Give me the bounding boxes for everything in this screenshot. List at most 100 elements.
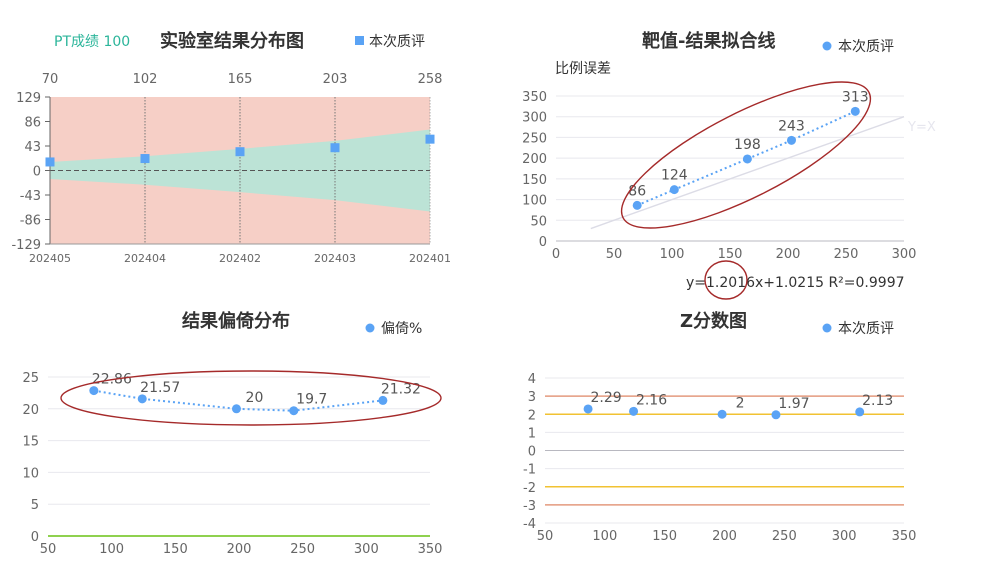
x-tick-label: 250 bbox=[772, 529, 797, 544]
target-value-label: 258 bbox=[418, 72, 443, 87]
data-label: 1.97 bbox=[778, 396, 809, 412]
data-point bbox=[669, 185, 679, 195]
x-tick-label: 50 bbox=[537, 529, 554, 544]
x-tick-label: 150 bbox=[652, 529, 677, 544]
x-tick-label: 250 bbox=[834, 247, 859, 262]
y-tick-label: 0 bbox=[528, 445, 536, 460]
data-label: 198 bbox=[734, 137, 761, 153]
x-tick-label: 150 bbox=[163, 542, 188, 557]
y-tick-label: 100 bbox=[522, 194, 547, 209]
period-label: 202405 bbox=[29, 252, 71, 265]
data-point bbox=[742, 154, 752, 164]
y-tick-label: -43 bbox=[20, 189, 41, 204]
y-tick-label: 300 bbox=[522, 111, 547, 126]
y-tick-label: 4 bbox=[528, 372, 536, 387]
y-tick-label: -2 bbox=[523, 481, 536, 496]
y-equals-x-line bbox=[590, 116, 905, 230]
data-label: 2 bbox=[736, 395, 745, 411]
y-tick-label: 15 bbox=[22, 435, 39, 450]
y-tick-label: 250 bbox=[522, 131, 547, 146]
data-label: 21.32 bbox=[381, 381, 421, 397]
period-label: 202404 bbox=[124, 252, 166, 265]
fit-equation: y=1.2016x+1.0215 R²=0.9997 bbox=[686, 275, 905, 291]
x-tick-label: 200 bbox=[712, 529, 737, 544]
chart2-legend-marker bbox=[822, 41, 832, 51]
y-tick-label: -129 bbox=[11, 238, 41, 253]
chart2-y-axis-label: 比例误差 bbox=[555, 61, 611, 77]
lab-result-point bbox=[235, 147, 245, 157]
period-label: 202401 bbox=[409, 252, 451, 265]
chart2-legend-label: 本次质评 bbox=[838, 39, 894, 55]
data-point bbox=[231, 404, 241, 414]
x-tick-label: 100 bbox=[660, 247, 685, 262]
y-tick-label: 25 bbox=[22, 371, 39, 386]
period-label: 202403 bbox=[314, 252, 356, 265]
x-tick-label: 300 bbox=[892, 247, 917, 262]
y-tick-label: 150 bbox=[522, 173, 547, 188]
y-tick-label: 86 bbox=[24, 116, 41, 131]
y-tick-label: 3 bbox=[528, 390, 536, 405]
data-label: 2.29 bbox=[590, 390, 621, 406]
y-tick-label: 5 bbox=[31, 498, 39, 513]
y-tick-label: -1 bbox=[523, 463, 536, 478]
y-tick-label: 350 bbox=[522, 90, 547, 105]
lab-result-point bbox=[45, 157, 55, 167]
x-tick-label: 200 bbox=[776, 247, 801, 262]
data-point bbox=[289, 406, 299, 416]
target-value-label: 165 bbox=[228, 72, 253, 87]
data-point bbox=[771, 410, 781, 420]
data-label: 124 bbox=[661, 168, 688, 184]
pt-score-label: PT成绩 100 bbox=[54, 34, 130, 50]
y-tick-label: 2 bbox=[528, 408, 536, 423]
target-value-label: 102 bbox=[133, 72, 158, 87]
lab-result-point bbox=[140, 154, 150, 164]
data-label: 313 bbox=[842, 89, 869, 105]
chart3-highlight-ellipse bbox=[60, 370, 442, 426]
chart1-legend-label: 本次质评 bbox=[369, 34, 425, 50]
target-value-label: 70 bbox=[42, 72, 59, 87]
y-tick-label: 50 bbox=[530, 214, 547, 229]
fit-line bbox=[636, 110, 856, 207]
x-tick-label: 250 bbox=[290, 542, 315, 557]
data-label: 21.57 bbox=[140, 380, 180, 396]
chart1-title: 实验室结果分布图 bbox=[160, 30, 304, 52]
lab-distribution-chart: PT成绩 100 实验室结果分布图 本次质评 129 86 43 0 -43 -86 -12… bbox=[11, 30, 451, 265]
y-tick-label: -86 bbox=[20, 214, 41, 229]
data-point bbox=[855, 407, 865, 417]
x-tick-label: 50 bbox=[40, 542, 57, 557]
x-tick-label: 300 bbox=[832, 529, 857, 544]
target-fit-chart: 靶值-结果拟合线 本次质评 比例误差 Y=X y=1.2016x+1.0215 … bbox=[522, 30, 936, 300]
chart3-legend-label: 偏倚% bbox=[381, 321, 422, 337]
x-tick-label: 0 bbox=[552, 247, 560, 262]
data-label: 86 bbox=[628, 183, 646, 199]
y-tick-label: -4 bbox=[523, 517, 536, 532]
x-tick-label: 300 bbox=[354, 542, 379, 557]
y-tick-label: 0 bbox=[31, 530, 39, 545]
bias-distribution-chart: 结果偏倚分布 偏倚% 0 5 10 15 20 25 50 100 150 200 250 300 35… bbox=[22, 310, 442, 557]
data-label: 2.16 bbox=[636, 392, 667, 408]
y-tick-label: 0 bbox=[539, 235, 547, 250]
data-point bbox=[850, 106, 860, 116]
x-tick-label: 150 bbox=[718, 247, 743, 262]
y-tick-label: 129 bbox=[16, 91, 41, 106]
lab-result-point bbox=[425, 134, 435, 144]
data-point bbox=[632, 200, 642, 210]
target-value-label: 203 bbox=[323, 72, 348, 87]
chart2-highlight-ellipse bbox=[620, 81, 872, 229]
data-label: 243 bbox=[778, 118, 805, 134]
chart3-title: 结果偏倚分布 bbox=[182, 310, 290, 332]
lab-result-point bbox=[330, 143, 340, 153]
equation-highlight-circle bbox=[704, 260, 748, 300]
y-tick-label: 10 bbox=[22, 466, 39, 481]
x-tick-label: 350 bbox=[892, 529, 917, 544]
data-point bbox=[137, 394, 147, 404]
x-tick-label: 200 bbox=[227, 542, 252, 557]
y-tick-label: 20 bbox=[22, 403, 39, 418]
data-point bbox=[89, 386, 99, 396]
y-tick-label: -3 bbox=[523, 499, 536, 514]
y-tick-label: 43 bbox=[24, 140, 41, 155]
y-tick-label: 0 bbox=[33, 165, 41, 180]
data-point bbox=[786, 135, 796, 145]
x-tick-label: 50 bbox=[606, 247, 623, 262]
